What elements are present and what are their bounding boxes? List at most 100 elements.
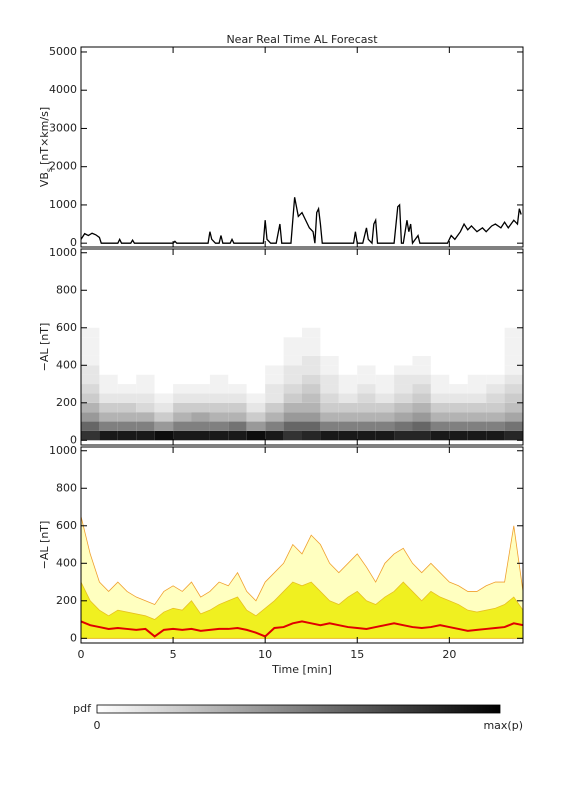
heat-cell (81, 393, 100, 403)
heat-cell (467, 421, 487, 431)
chart-title: Near Real Time AL Forecast (226, 33, 378, 46)
heat-cell (302, 412, 321, 422)
heat-cell (338, 384, 358, 394)
heat-cell (173, 355, 192, 366)
heat-cell (338, 355, 358, 366)
heat-cell (467, 393, 487, 403)
heat-cell (246, 327, 266, 338)
heat-cell (302, 365, 321, 375)
heat-cell (504, 337, 523, 347)
heat-cell (486, 430, 505, 441)
heat-cell (209, 393, 229, 403)
heat-cell (81, 421, 100, 431)
heat-cell (430, 402, 450, 413)
y-tick-label: 1000 (49, 444, 77, 457)
heat-cell (412, 412, 431, 422)
y-axis-title-unit: [nT×km/s] (38, 107, 51, 165)
heat-cell (375, 337, 395, 347)
heat-cell (412, 402, 431, 413)
y-axis-title: −AL [nT] (38, 521, 51, 570)
heat-cell (265, 393, 284, 403)
heat-cell (209, 327, 229, 338)
axes-frame (80, 446, 524, 644)
heat-cell (136, 355, 155, 366)
heat-cell (173, 412, 192, 422)
heat-cell (99, 430, 118, 441)
x-axis-title: Time [min] (271, 663, 332, 676)
heat-cell (412, 337, 431, 347)
heat-cell (320, 430, 339, 441)
heat-cell (173, 374, 192, 385)
heat-cell (136, 365, 155, 375)
y-axis-title: −AL [nT] (38, 323, 51, 372)
heat-cell (228, 365, 247, 375)
heat-cell (430, 421, 450, 431)
heat-cell (81, 412, 100, 422)
heat-cell (117, 393, 137, 403)
heat-cell (228, 327, 247, 338)
heat-cell (246, 365, 266, 375)
axes-frame (80, 46, 524, 248)
heat-cell (136, 374, 155, 385)
heat-cell (154, 374, 174, 385)
heat-cell (302, 384, 321, 394)
y-tick-label: 0 (70, 433, 77, 446)
heat-cell (375, 346, 395, 356)
heat-cell (209, 355, 229, 366)
heat-cell (504, 365, 523, 375)
heat-cell (430, 430, 450, 441)
heat-cell (154, 346, 174, 356)
heat-cell (81, 346, 100, 356)
heat-cell (338, 430, 358, 441)
y-tick-label: 800 (56, 283, 77, 296)
heat-cell (246, 430, 266, 441)
heat-cell (117, 337, 137, 347)
heat-cell (375, 402, 395, 413)
heat-cell (117, 365, 137, 375)
heat-cell (357, 355, 376, 366)
heat-cell (228, 374, 247, 385)
heat-cell (265, 384, 284, 394)
heat-cell (394, 402, 413, 413)
heat-cell (99, 337, 118, 347)
heat-cell (283, 374, 302, 385)
heat-cell (81, 430, 100, 441)
heat-cell (191, 421, 210, 431)
heat-cell (191, 430, 210, 441)
heat-cell (283, 412, 302, 422)
heat-cell (375, 384, 395, 394)
heat-cell (320, 355, 339, 366)
heat-cell (449, 346, 468, 356)
y-tick-label: 400 (56, 556, 77, 569)
heat-cell (467, 412, 487, 422)
heat-cell (357, 430, 376, 441)
median-line (81, 620, 523, 638)
heat-cell (228, 355, 247, 366)
heat-cell (99, 393, 118, 403)
y-tick-label: 1000 (49, 198, 77, 211)
heat-cell (486, 365, 505, 375)
heat-cell (394, 365, 413, 375)
heat-cell (117, 384, 137, 394)
quantile-area (81, 581, 523, 639)
heat-cell (375, 374, 395, 385)
y-tick-label: 200 (56, 594, 77, 607)
heat-cell (191, 337, 210, 347)
heat-cell (504, 402, 523, 413)
heat-cell (449, 412, 468, 422)
heat-cell (173, 327, 192, 338)
heat-cell (136, 412, 155, 422)
heat-cell (265, 430, 284, 441)
heat-cell (430, 337, 450, 347)
heat-cell (209, 402, 229, 413)
heat-cell (375, 430, 395, 441)
heat-cell (283, 421, 302, 431)
heat-cell (338, 337, 358, 347)
heat-cell (173, 430, 192, 441)
heat-cell (99, 384, 118, 394)
heat-cell (228, 393, 247, 403)
heat-cell (486, 412, 505, 422)
heat-cell (81, 327, 100, 338)
heat-cell (302, 393, 321, 403)
heat-cell (302, 355, 321, 366)
